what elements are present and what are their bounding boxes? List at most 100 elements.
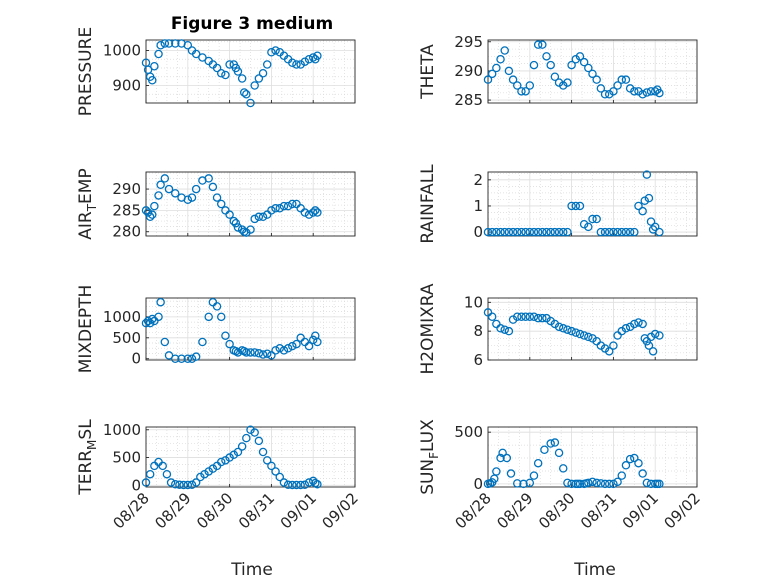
data-point [584,63,593,73]
data-point [246,225,255,234]
y-tick-label: 1000 [103,42,141,60]
data-point [254,436,264,446]
data-point [267,206,276,215]
data-point [496,324,505,333]
data-point [271,467,280,476]
data-point [600,479,610,489]
data-point [613,81,622,90]
data-point [508,227,518,237]
y-tick-label: 0 [473,475,483,493]
data-point [533,40,543,49]
y-tick-label: 280 [112,223,141,241]
data-point [250,428,259,437]
data-point [500,325,509,334]
data-point [596,84,606,93]
data-point [171,189,180,198]
data-point [538,227,547,237]
x-tick-label: 09/02 [319,489,362,532]
data-point [533,227,543,237]
y-tick-label: 10 [464,293,483,311]
data-point [558,324,568,333]
y-tick-label: 290 [112,180,141,198]
data-point [604,347,614,356]
y-tick-label: 285 [112,201,141,219]
data-point [496,227,505,237]
y-tick-label: 500 [112,329,141,347]
x-tick-label: 08/31 [235,489,278,532]
data-point [525,227,535,237]
data-point [171,479,180,489]
data-point [504,66,514,76]
data-point [242,433,251,443]
data-point [588,477,597,487]
y-tick-label: 1 [473,197,483,215]
data-point [521,227,530,237]
data-point [506,469,516,478]
data-point [604,227,614,237]
data-point [271,346,280,355]
data-point [204,312,213,322]
data-point [504,326,514,336]
data-point [596,479,606,488]
data-point [648,347,658,356]
data-point [283,480,293,490]
data-point [191,352,201,361]
data-point [160,39,170,48]
y-axis-label-main: SUN [418,459,438,495]
y-axis-label-main: TERR [76,450,96,496]
data-point [498,448,507,458]
data-point [496,453,505,463]
data-point [143,208,153,217]
data-point [517,312,526,321]
x-tick-label: 08/28 [110,489,153,532]
data-point [221,331,230,340]
y-tick-label: 500 [112,449,141,467]
data-point [646,217,656,226]
axes-box [145,297,356,361]
x-tick-label: 08/30 [193,489,236,532]
data-point [187,193,197,202]
x-axis-label-left: Time [230,560,273,580]
y-axis-label-subscript: M [85,440,99,450]
data-point [540,445,549,455]
data-point [592,75,601,84]
data-point [513,227,522,237]
data-point [558,227,568,237]
data-point [271,46,280,55]
y-tick-label: 1000 [103,308,141,326]
data-point [292,480,301,490]
data-point [275,472,285,482]
data-point [156,297,165,307]
data-point [492,467,501,476]
data-point [579,331,589,340]
data-point [655,479,664,489]
x-tick-label: 08/29 [493,489,536,532]
data-point [621,324,631,333]
data-point [160,337,170,347]
data-point [225,453,234,462]
data-point [141,478,151,487]
data-point [592,214,601,224]
data-point [143,316,153,326]
data-point [216,457,226,467]
y-axis-label-rest: LUX [418,419,438,452]
data-point [513,312,522,321]
y-axis-label: MIXDEPTH [76,285,96,374]
data-point [525,478,535,488]
y-tick-label: 8 [473,322,483,340]
data-point [655,88,664,98]
data-point [216,69,226,78]
data-point [642,88,652,97]
y-axis-label-main: MIXDEPTH [76,285,96,374]
data-point [546,60,555,70]
data-point [575,201,585,211]
data-point [567,479,576,489]
data-point [655,331,664,340]
y-axis-label: RAINFALL [418,164,438,244]
data-point [644,193,654,203]
data-point [575,52,585,61]
data-point [204,467,213,476]
data-point [164,39,174,48]
data-point [313,337,322,347]
data-point [191,478,201,487]
